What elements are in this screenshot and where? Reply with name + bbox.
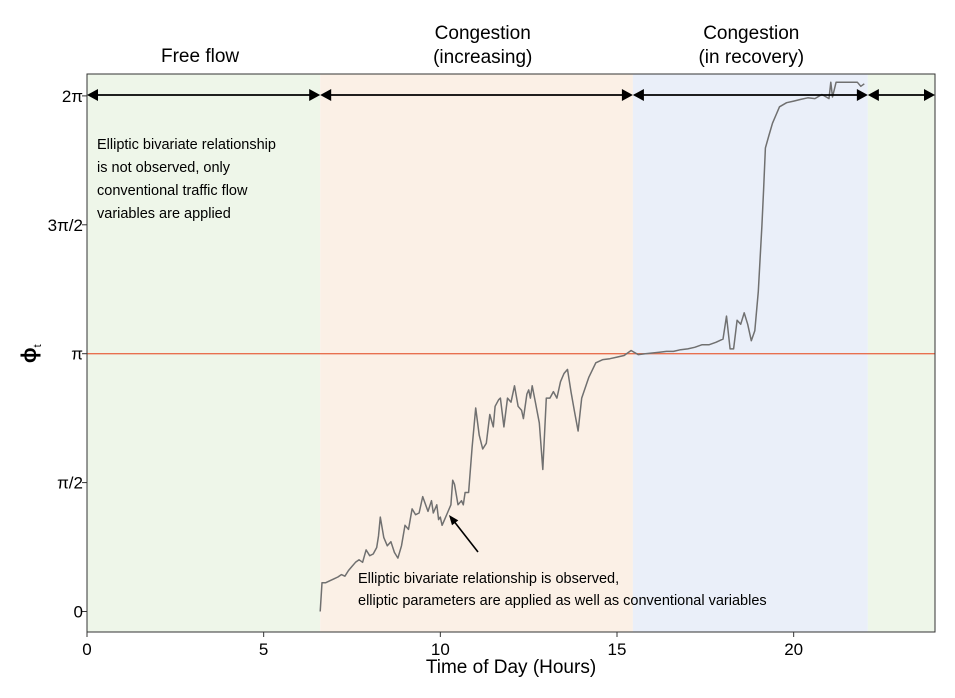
y-tick-label: 2π <box>62 87 83 106</box>
series-line-0 <box>319 81 865 612</box>
x-tick-label: 15 <box>608 640 627 659</box>
phase-label-0: Free flow <box>161 46 239 67</box>
y-axis-label-subscript: t <box>32 344 44 347</box>
x-axis-ticks: 0 5 10 15 20 <box>82 632 803 659</box>
phase-label-line: (in recovery) <box>698 47 804 68</box>
phase-arrow-head-right-0 <box>309 89 321 101</box>
region-congestion-increasing <box>320 74 633 632</box>
phase-label-line: Free flow <box>161 46 239 67</box>
y-tick-label: π <box>71 345 83 364</box>
phase-label-2: Congestion (in recovery) <box>698 23 804 68</box>
y-axis-label: ϕt <box>18 344 44 363</box>
y-tick-label: 0 <box>74 602 83 621</box>
y-axis-ticks: 0 π/2 π 3π/2 2π <box>48 87 87 621</box>
annotation-line: is not observed, only <box>97 160 231 176</box>
annotation-text-0: Elliptic bivariate relationship is not ob… <box>97 137 276 222</box>
phase-label-line: (increasing) <box>433 47 532 68</box>
phase-arrow-head-left-0 <box>87 89 98 101</box>
phase-label-line: Congestion <box>435 23 531 44</box>
phase-arrows <box>87 89 935 101</box>
region-congestion-recovery <box>632 74 868 632</box>
x-tick-label: 10 <box>431 640 450 659</box>
phase-arrow-head-left-3 <box>867 89 879 101</box>
region-free-flow-late <box>867 74 935 632</box>
phase-arrow-head-left-2 <box>632 89 644 101</box>
annotations: Elliptic bivariate relationship is not ob… <box>97 137 767 609</box>
annotation-line: Elliptic bivariate relationship <box>97 137 276 153</box>
annotation-line: Elliptic bivariate relationship is obser… <box>358 571 619 587</box>
phase-arrow-head-right-2 <box>856 89 868 101</box>
annotation-line: variables are applied <box>97 206 231 222</box>
y-tick-label: 3π/2 <box>48 216 83 235</box>
x-tick-label: 0 <box>82 640 91 659</box>
y-tick-label: π/2 <box>57 474 83 493</box>
annotation-line: conventional traffic flow <box>97 183 248 199</box>
annotation-arrow-head <box>449 515 459 526</box>
x-tick-label: 20 <box>784 640 803 659</box>
phase-label-1: Congestion (increasing) <box>433 23 532 68</box>
y-axis-label-symbol: ϕ <box>18 347 41 363</box>
phase-regions <box>87 74 935 632</box>
annotation-text-1: Elliptic bivariate relationship is obser… <box>358 571 767 609</box>
phase-arrow-head-left-1 <box>320 89 332 101</box>
phase-arrow-head-right-3 <box>924 89 935 101</box>
phase-label-line: Congestion <box>703 23 799 44</box>
x-tick-label: 5 <box>259 640 268 659</box>
series-group <box>319 81 865 612</box>
phase-arrow-head-right-1 <box>621 89 633 101</box>
x-axis-label: Time of Day (Hours) <box>426 657 596 678</box>
plot-frame <box>86 73 936 633</box>
annotation-line: elliptic parameters are applied as well … <box>358 593 767 609</box>
annotation-arrow <box>452 519 479 553</box>
region-free-flow-early <box>87 74 321 632</box>
